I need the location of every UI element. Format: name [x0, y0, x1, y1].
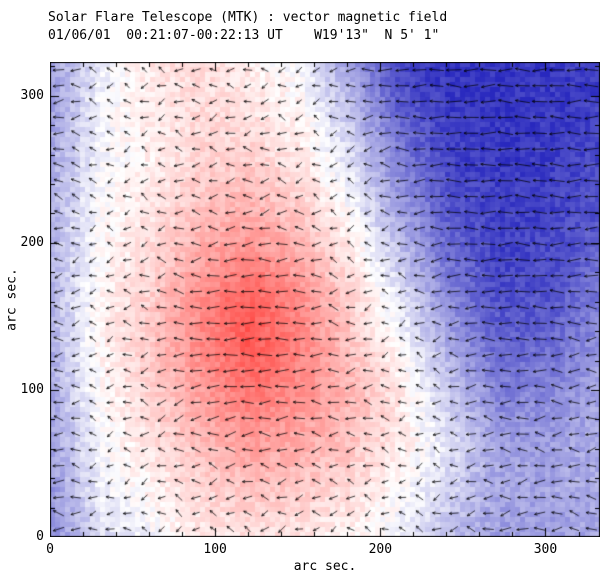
y-tick-label-200: 200 [20, 234, 44, 250]
y-tick-label-300: 300 [20, 87, 44, 103]
y-tick-label-0: 0 [36, 529, 44, 544]
y-tick-label-100: 100 [20, 381, 44, 397]
x-tick-label-200: 200 [368, 542, 393, 557]
magnetogram-plot-canvas [50, 62, 600, 537]
figure-subtitle: 01/06/01 00:21:07-00:22:13 UT W19'13" N … [48, 28, 440, 43]
x-tick-label-0: 0 [46, 542, 54, 557]
x-axis-label: arc sec. [293, 559, 357, 574]
x-tick-label-100: 100 [203, 542, 227, 557]
y-axis-label: arc sec. [4, 268, 20, 331]
x-tick-label-300: 300 [533, 542, 558, 557]
figure-title: Solar Flare Telescope (MTK) : vector mag… [48, 10, 448, 25]
